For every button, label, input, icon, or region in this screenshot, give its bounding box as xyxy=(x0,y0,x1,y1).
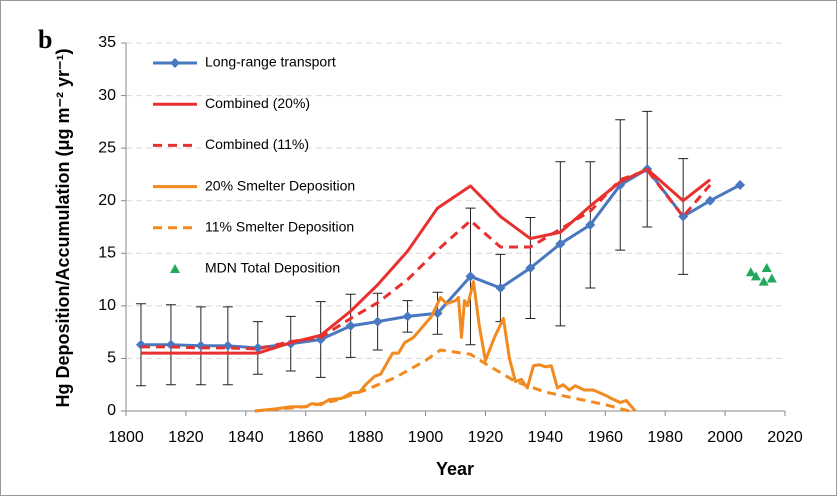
legend-label: Combined (20%) xyxy=(205,95,310,111)
x-tick-label: 1900 xyxy=(408,429,444,446)
diamond-marker xyxy=(222,340,233,351)
triangle-marker xyxy=(758,276,769,286)
diamond-marker xyxy=(735,179,746,190)
diamond-marker xyxy=(252,342,263,353)
x-tick-label: 1880 xyxy=(348,429,384,446)
legend-label: Long-range transport xyxy=(205,54,336,70)
legend-label: 11% Smelter Deposition xyxy=(205,219,354,235)
x-tick-label: 1960 xyxy=(587,429,623,446)
x-tick-label: 1800 xyxy=(108,429,144,446)
triangle-marker xyxy=(170,264,180,273)
y-axis-title: Hg Deposition/Accumulation (μg m⁻² yr⁻¹) xyxy=(53,48,73,407)
diamond-marker xyxy=(555,238,566,249)
triangle-marker xyxy=(745,267,756,277)
diamond-marker xyxy=(345,320,356,331)
diamond-marker xyxy=(402,311,413,322)
diamond-marker xyxy=(495,282,506,293)
x-tick-label: 1920 xyxy=(468,429,504,446)
y-tick-label: 0 xyxy=(107,402,116,419)
triangle-marker xyxy=(750,271,761,281)
legend-label: Combined (11%) xyxy=(205,136,309,152)
y-tick-label: 15 xyxy=(98,245,116,262)
x-tick-label: 2020 xyxy=(767,429,803,446)
x-axis-title: Year xyxy=(436,459,474,479)
series-line xyxy=(140,168,712,351)
x-tick-label: 1840 xyxy=(228,429,264,446)
y-tick-label: 5 xyxy=(107,350,116,367)
diamond-marker xyxy=(170,58,180,68)
legend-label: MDN Total Deposition xyxy=(205,260,340,276)
series-line xyxy=(254,348,630,413)
y-tick-label: 10 xyxy=(98,297,116,314)
diamond-marker xyxy=(585,219,596,230)
triangle-marker xyxy=(761,263,772,273)
legend-label: 20% Smelter Deposition xyxy=(205,177,355,193)
x-tick-label: 2000 xyxy=(707,429,743,446)
x-tick-label: 1940 xyxy=(528,429,564,446)
diamond-marker xyxy=(705,195,716,206)
y-tick-label: 35 xyxy=(98,34,116,51)
panel-label: b xyxy=(38,25,52,54)
y-tick-label: 20 xyxy=(98,192,116,209)
diamond-marker xyxy=(372,316,383,327)
diamond-marker xyxy=(465,271,476,282)
x-tick-label: 1820 xyxy=(168,429,204,446)
y-tick-label: 25 xyxy=(98,139,116,156)
x-tick-label: 1860 xyxy=(288,429,324,446)
x-tick-label: 1980 xyxy=(647,429,683,446)
series-line xyxy=(254,280,637,413)
diamond-marker xyxy=(525,263,536,274)
triangle-marker xyxy=(766,273,777,283)
y-tick-label: 30 xyxy=(98,87,116,104)
